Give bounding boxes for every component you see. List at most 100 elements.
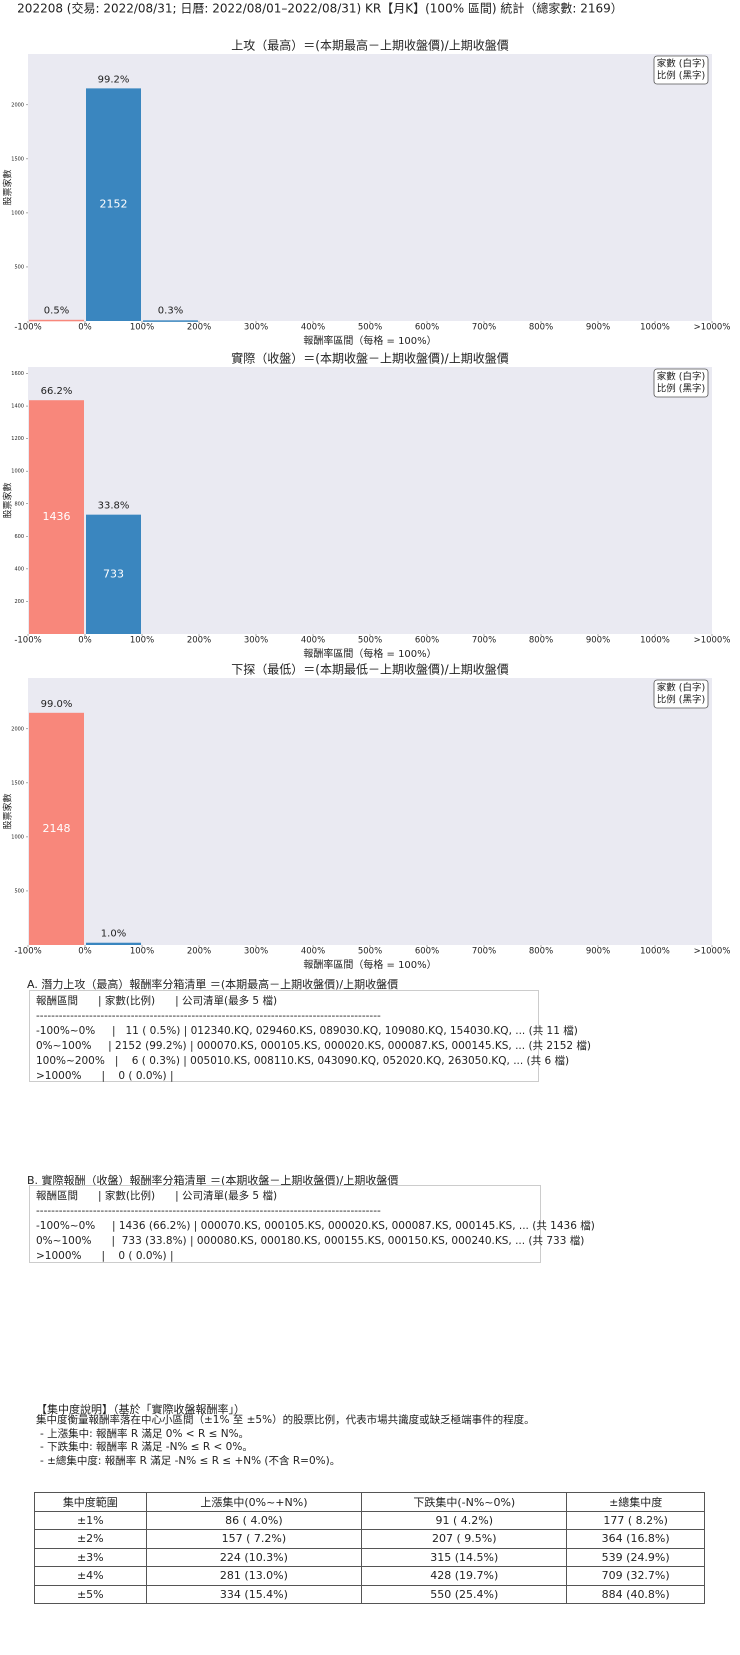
- x-tick-label: 500%: [358, 636, 382, 646]
- x-tick-label: 200%: [187, 947, 211, 957]
- concentration-notes: 集中度衡量報酬率落在中心小區間（±1% 至 ±5%）的股票比例，代表市場共識度或…: [36, 1414, 535, 1468]
- table-cell: 884 (40.8%): [566, 1584, 705, 1604]
- x-axis-label: 報酬率區間（每格 = 100%）: [303, 334, 436, 347]
- x-tick-label: 300%: [244, 947, 268, 957]
- table-cell: 709 (32.7%): [566, 1566, 705, 1586]
- bar: [29, 712, 84, 945]
- x-tick-label: 0%: [78, 636, 92, 646]
- table-cell: 224 (10.3%): [145, 1547, 363, 1567]
- x-tick-label: 200%: [187, 636, 211, 646]
- x-tick-label: 100%: [130, 947, 154, 957]
- legend-text: 比例 (黑字): [657, 383, 705, 395]
- bar: [86, 942, 141, 945]
- table-row: ±1% 86 ( 4.0%) 91 ( 4.2%) 177 ( 8.2%): [34, 1510, 705, 1530]
- list-line: 報酬區間 | 家數(比例) | 公司清單(最多 5 檔): [36, 1190, 278, 1202]
- y-tick-label: 1000: [11, 210, 24, 216]
- x-tick-label: 400%: [301, 323, 325, 333]
- chart-title: 上攻（最高）＝(本期最高－上期收盤價)/上期收盤價: [231, 38, 508, 53]
- bar: [86, 514, 141, 634]
- y-tick-label: 1600: [11, 371, 24, 377]
- x-tick-label: 900%: [586, 323, 610, 333]
- legend-box: [653, 368, 709, 398]
- x-axis-label: 報酬率區間（每格 = 100%）: [303, 958, 436, 971]
- table-cell: 428 (19.7%): [361, 1566, 568, 1586]
- x-tick-label: >1000%: [694, 947, 731, 957]
- table-cell: 364 (16.8%): [566, 1529, 705, 1549]
- plot-area: [28, 367, 712, 634]
- count-label: 1436: [43, 510, 71, 523]
- list-line: 100%~200% | 6 ( 0.3%) | 005010.KS, 00811…: [36, 1055, 570, 1067]
- legend-text: 比例 (黑字): [657, 70, 705, 82]
- x-tick-label: 300%: [244, 323, 268, 333]
- x-tick-label: 0%: [78, 947, 92, 957]
- list-b-heading: B. 實際報酬（收盤）報酬率分箱清單 ＝(本期收盤－上期收盤價)/上期收盤價: [27, 1174, 399, 1187]
- list-line: 報酬區間 | 家數(比例) | 公司清單(最多 5 檔): [36, 995, 278, 1007]
- share-label: 99.2%: [98, 74, 130, 85]
- table-header: 集中度範圍 上漲集中(0%~+N%) 下跌集中(-N%~0%) ±總集中度: [34, 1492, 705, 1512]
- note-line: - 下跌集中: 報酬率 R 滿足 -N% ≤ R < 0%。: [40, 1441, 253, 1453]
- x-tick-label: 800%: [529, 947, 553, 957]
- table-row: ±3% 224 (10.3%) 315 (14.5%) 539 (24.9%): [34, 1547, 705, 1567]
- x-tick-label: 300%: [244, 636, 268, 646]
- x-tick-label: 600%: [415, 636, 439, 646]
- y-axis-label: 股票家數: [2, 793, 14, 829]
- table-cell: 91 ( 4.2%): [361, 1510, 568, 1530]
- chart-title: 下探（最低）＝(本期最低－上期收盤價)/上期收盤價: [231, 663, 508, 677]
- table-row: ±4% 281 (13.0%) 428 (19.7%) 709 (32.7%): [34, 1566, 705, 1586]
- header-cell: 上漲集中(0%~+N%): [145, 1492, 363, 1512]
- table-cell: ±2%: [34, 1529, 147, 1549]
- bar: [29, 400, 84, 634]
- y-tick-label: 1000: [11, 834, 24, 840]
- y-tick-label: 1500: [11, 780, 24, 786]
- y-axis-label: 股票家數: [2, 482, 14, 518]
- table-cell: 157 ( 7.2%): [145, 1529, 363, 1549]
- x-tick-label: 1000%: [640, 947, 670, 957]
- x-tick-label: 800%: [529, 636, 553, 646]
- y-tick-label: 1200: [11, 436, 24, 442]
- y-tick-label: 2000: [11, 726, 24, 732]
- list-line: ----------------------------------------…: [36, 1010, 381, 1022]
- concentration-table: 集中度範圍 上漲集中(0%~+N%) 下跌集中(-N%~0%) ±總集中度 ±1% 86 …: [34, 1492, 705, 1604]
- table-cell: 177 ( 8.2%): [566, 1510, 705, 1530]
- note-line: - ±總集中度: 報酬率 R 滿足 -N% ≤ R ≤ +N% (不含 R=0%…: [40, 1454, 341, 1467]
- list-b: 報酬區間 | 家數(比例) | 公司清單(最多 5 檔) ------------…: [29, 1185, 595, 1263]
- share-label: 0.3%: [158, 306, 183, 317]
- plot-area: [28, 54, 712, 321]
- bar: [29, 319, 84, 322]
- header-cell: 下跌集中(-N%~0%): [361, 1492, 568, 1512]
- y-tick-label: 1500: [11, 156, 24, 162]
- x-tick-label: 1000%: [640, 323, 670, 333]
- table-cell: ±1%: [34, 1510, 147, 1530]
- legend-box: [653, 55, 709, 85]
- y-tick-label: 500: [14, 264, 24, 270]
- x-tick-label: 200%: [187, 323, 211, 333]
- share-label: 1.0%: [101, 929, 126, 940]
- x-tick-label: -100%: [14, 323, 41, 333]
- table-cell: ±3%: [34, 1547, 147, 1567]
- x-tick-label: 800%: [529, 323, 553, 333]
- x-tick-label: 700%: [472, 323, 496, 333]
- table-cell: ±4%: [34, 1566, 147, 1586]
- count-label: 2152: [100, 198, 128, 211]
- list-line: -100%~0% | 1436 (66.2%) | 000070.KS, 000…: [36, 1220, 595, 1232]
- note-line: 集中度衡量報酬率落在中心小區間（±1% 至 ±5%）的股票比例，代表市場共識度或…: [36, 1414, 535, 1426]
- x-tick-label: >1000%: [694, 636, 731, 646]
- legend-text: 家數 (白字): [657, 58, 705, 70]
- x-axis-label: 報酬率區間（每格 = 100%）: [303, 647, 436, 660]
- x-tick-label: -100%: [14, 636, 41, 646]
- legend-text: 家數 (白字): [657, 682, 705, 694]
- header-cell: ±總集中度: [566, 1492, 705, 1512]
- y-axis-label: 股票家數: [2, 169, 14, 205]
- legend-text: 比例 (黑字): [657, 694, 705, 706]
- list-a-heading: A. 潛力上攻（最高）報酬率分箱清單 ＝(本期最高－上期收盤價)/上期收盤價: [27, 978, 399, 991]
- charts: 202208 (交易: 2022/08/31; 日曆: 2022/08/01–2…: [2, 1, 731, 972]
- share-label: 99.0%: [41, 699, 73, 710]
- x-tick-label: 100%: [130, 636, 154, 646]
- x-tick-label: 1000%: [640, 636, 670, 646]
- count-label: 2148: [43, 822, 71, 835]
- count-label: 733: [103, 567, 124, 580]
- x-tick-label: >1000%: [694, 323, 731, 333]
- legend-text: 家數 (白字): [657, 371, 705, 383]
- table-cell: 281 (13.0%): [145, 1566, 363, 1586]
- y-tick-label: 2000: [11, 102, 24, 108]
